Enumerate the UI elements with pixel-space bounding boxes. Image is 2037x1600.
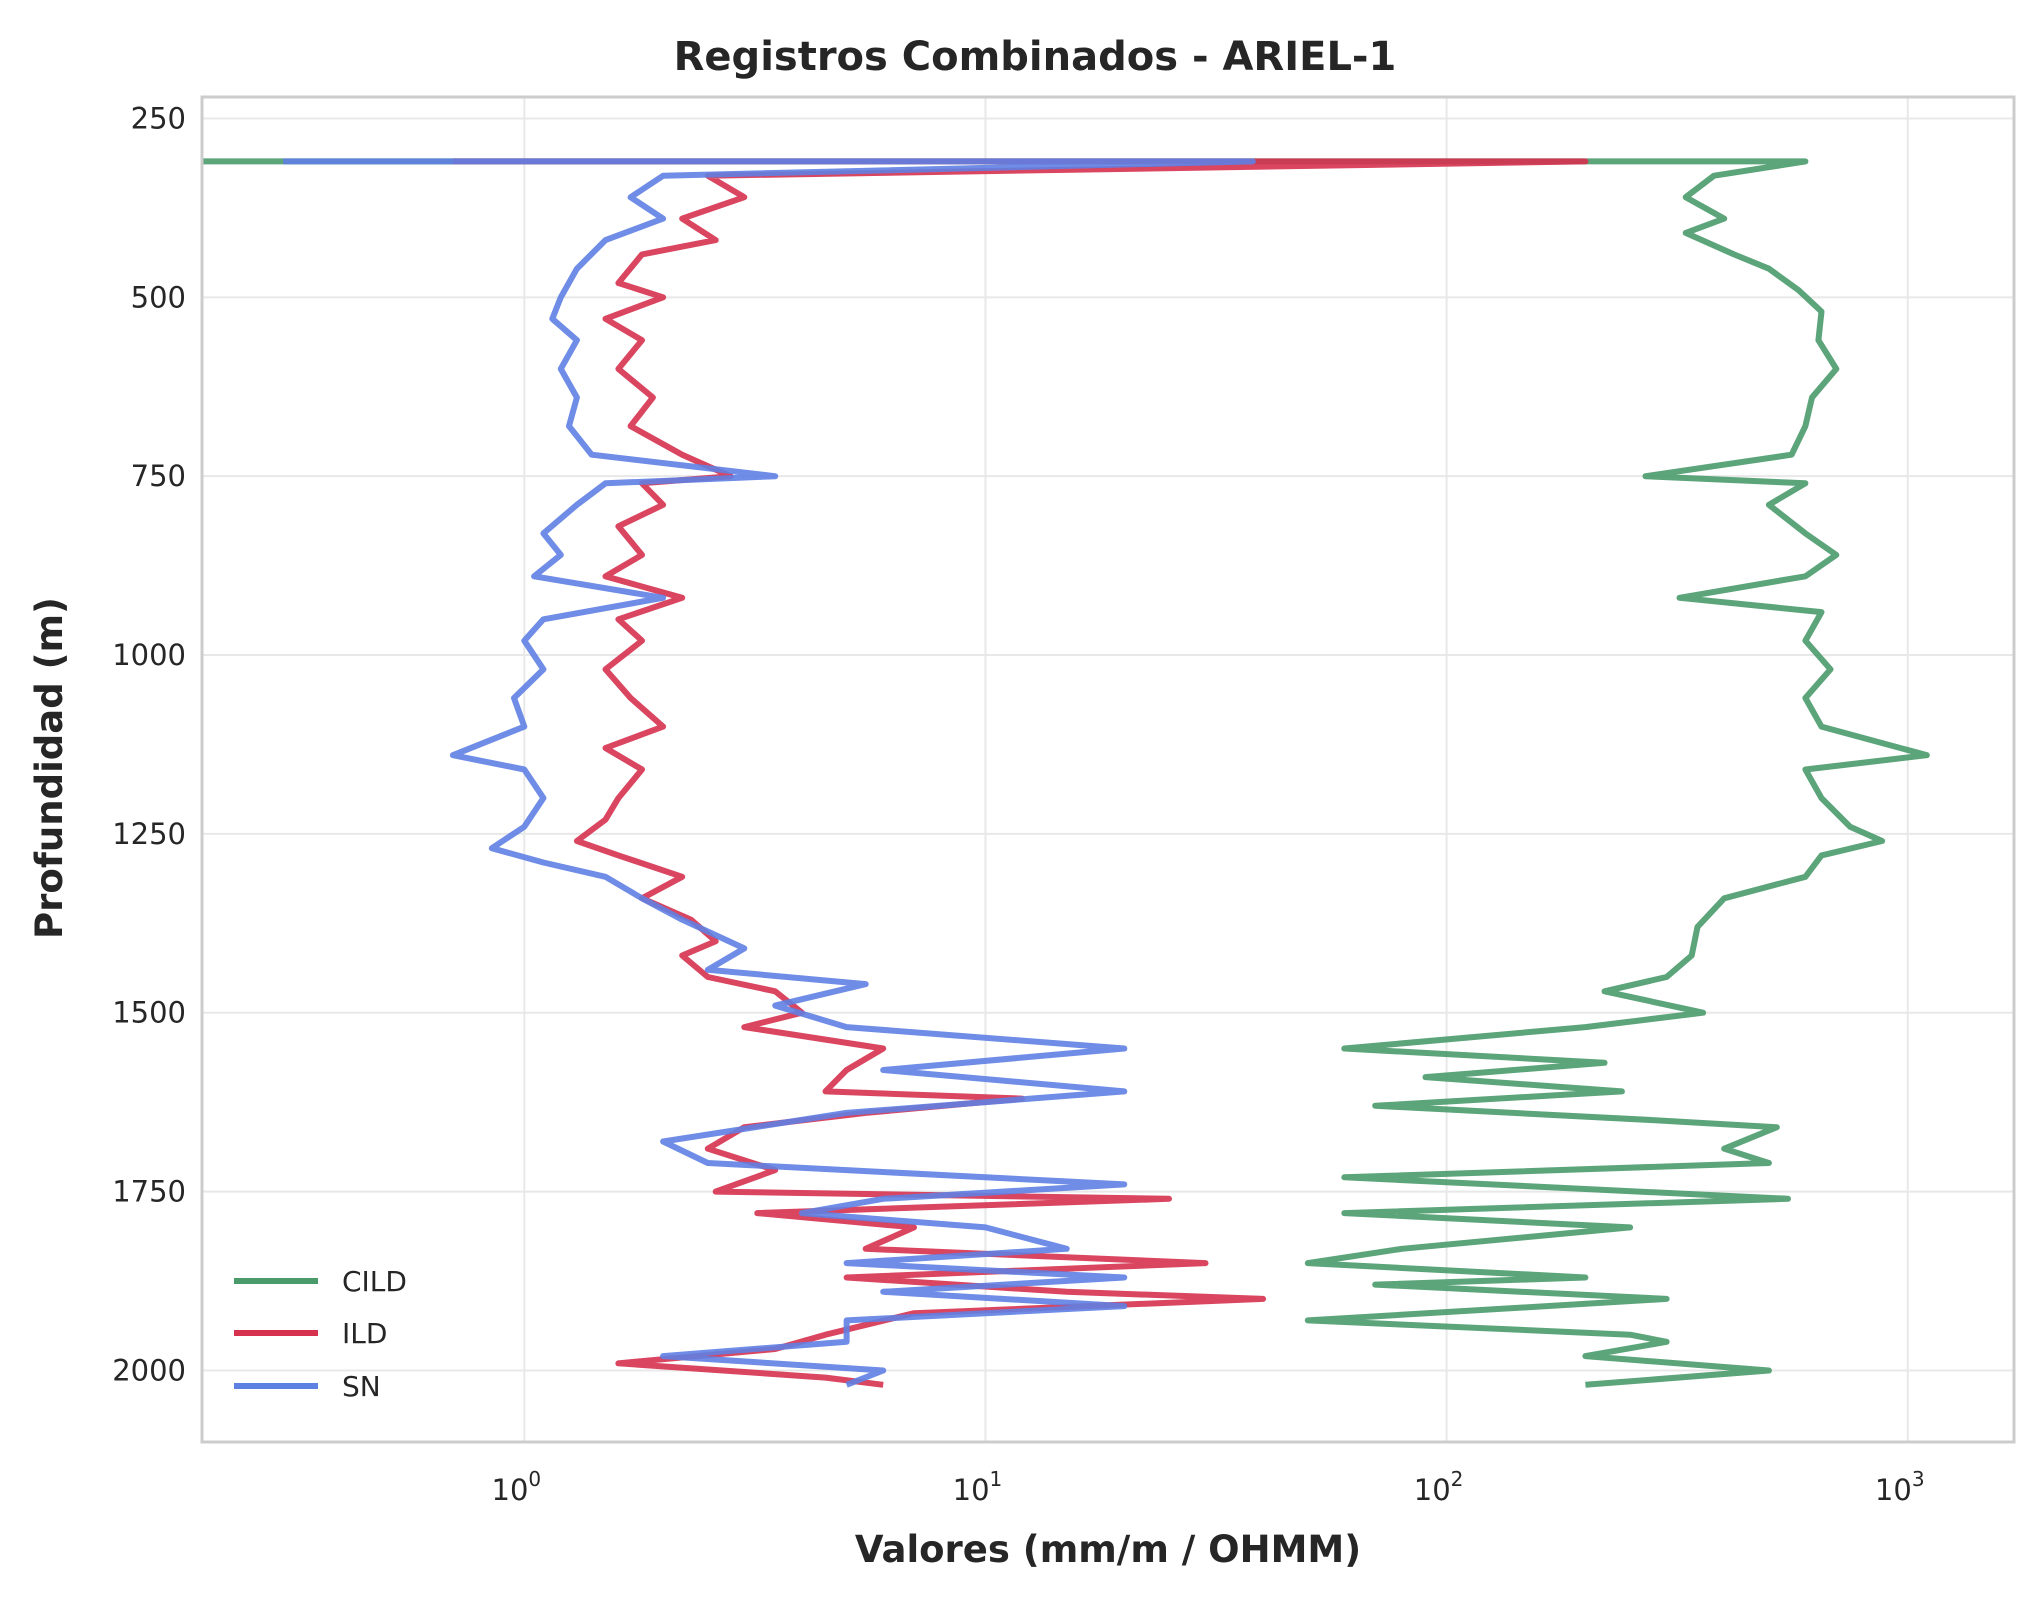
y-tick-label: 750: [131, 459, 186, 493]
y-tick-label: 1750: [112, 1175, 186, 1209]
y-tick-label: 250: [131, 101, 186, 135]
series-layer: [202, 158, 1930, 1388]
y-tick-label: 1500: [112, 996, 186, 1030]
y-tick-label: 1000: [112, 638, 186, 672]
y-tick-label: 2000: [112, 1353, 186, 1387]
chart-title: Registros Combinados - ARIEL-1: [674, 34, 1397, 80]
legend: CILD ILD SN: [234, 1265, 407, 1403]
legend-label-sn: SN: [342, 1370, 381, 1403]
y-tick-label: 500: [131, 280, 186, 314]
y-tick-labels: 250 500 750 1000 1250 1500 1750 2000: [112, 101, 186, 1387]
series-line-ild: [452, 158, 1589, 1388]
series-line-sn: [283, 158, 1256, 1388]
x-axis-label: Valores (mm/m / OHMM): [855, 1528, 1361, 1571]
legend-label-cild: CILD: [342, 1265, 407, 1298]
x-tick-labels: 100 101 102 103: [492, 1467, 1925, 1507]
x-tick-label: 103: [1875, 1467, 1925, 1507]
grid-layer: [202, 97, 2014, 1442]
y-tick-label: 1250: [112, 817, 186, 851]
series-line-cild: [202, 158, 1930, 1388]
x-tick-label: 102: [1414, 1467, 1464, 1507]
y-axis-label: Profundidad (m): [28, 597, 71, 939]
x-tick-label: 100: [492, 1467, 542, 1507]
plot-frame: [200, 95, 2016, 1444]
x-tick-label: 101: [953, 1467, 1003, 1507]
legend-label-ild: ILD: [342, 1317, 387, 1350]
